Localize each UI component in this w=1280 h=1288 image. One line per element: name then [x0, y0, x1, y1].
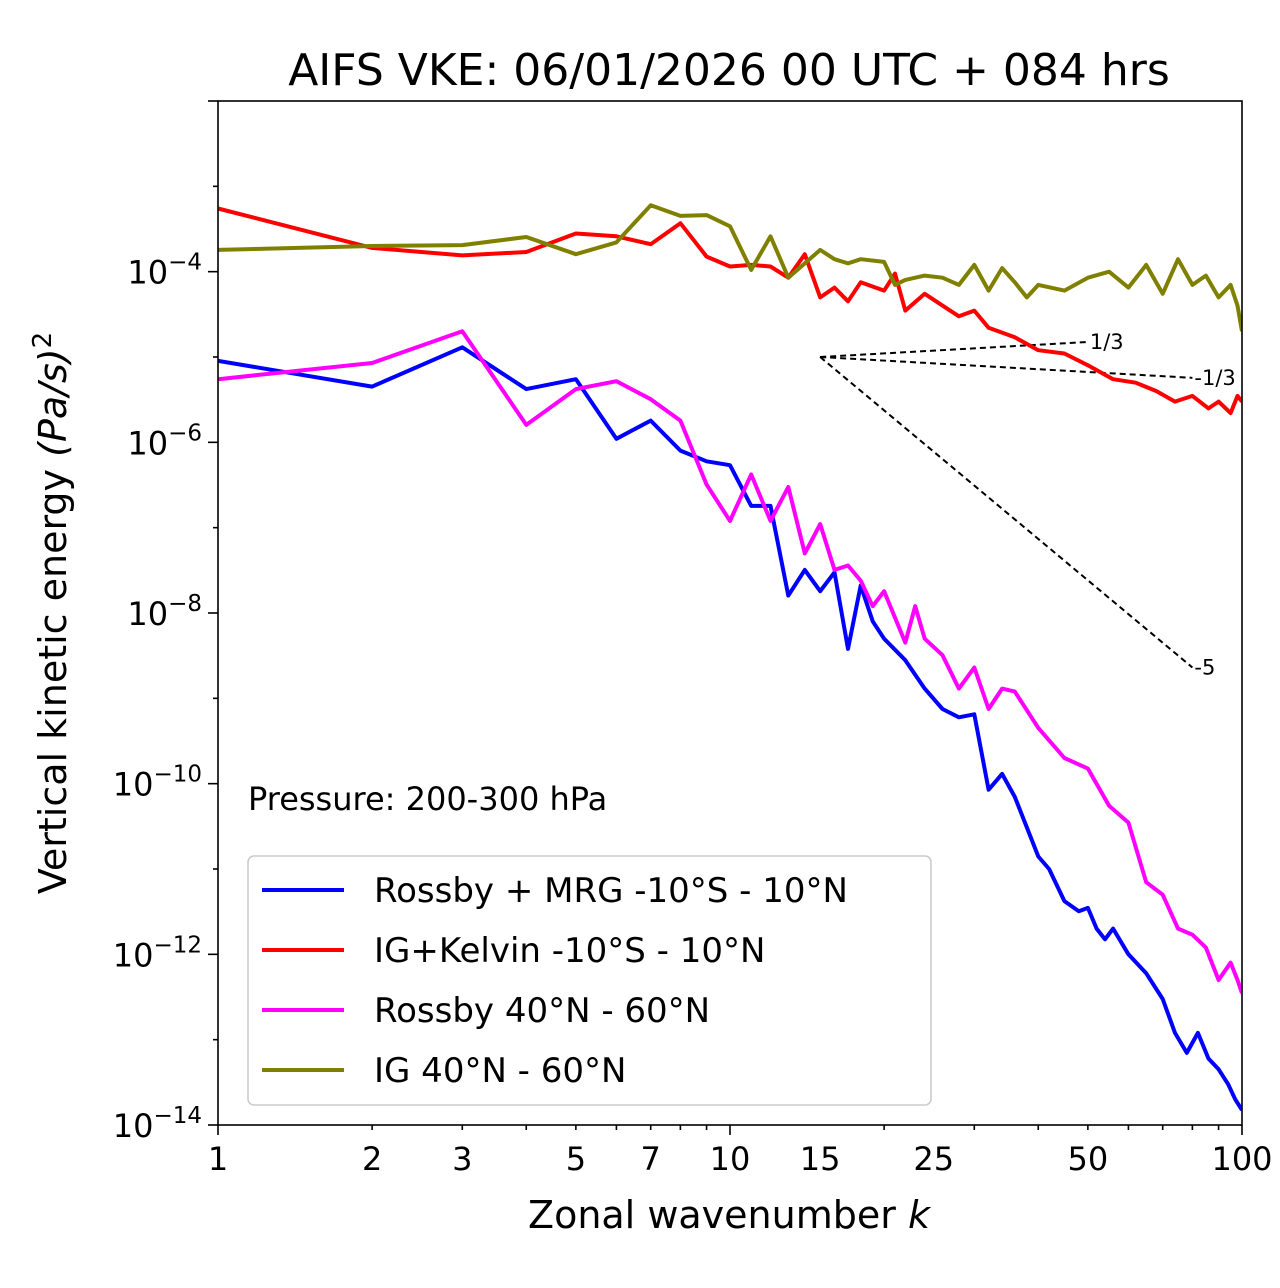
- series-line-1: [218, 206, 1242, 416]
- x-axis-label: Zonal wavenumber k: [528, 1193, 932, 1237]
- x-tick-label: 100: [1211, 1140, 1272, 1178]
- y-tick-label: 10−10: [113, 762, 202, 804]
- legend-label-3: IG 40°N - 60°N: [374, 1051, 626, 1091]
- y-tick-label: 10−4: [127, 250, 202, 292]
- legend-label-0: Rossby + MRG -10°S - 10°N: [374, 871, 848, 911]
- x-tick-label: 10: [710, 1140, 751, 1178]
- slope-line-2: [819, 356, 1194, 669]
- series-line-0: [218, 345, 1242, 1112]
- x-tick-label: 5: [566, 1140, 586, 1178]
- x-tick-label: 1: [208, 1140, 228, 1178]
- x-tick-label: 25: [913, 1140, 954, 1178]
- series-group: [218, 203, 1242, 1112]
- legend: Rossby + MRG -10°S - 10°N IG+Kelvin -10°S…: [247, 855, 932, 1106]
- slope-label-0: 1/3: [1090, 330, 1124, 354]
- slope-label-2: -5: [1194, 655, 1215, 679]
- y-tick-label: 10−6: [127, 420, 202, 462]
- legend-box: [247, 855, 932, 1106]
- x-axis: 1 2 3 5 7 10 15 25 50 100: [208, 1125, 1273, 1178]
- x-tick-label: 3: [452, 1140, 472, 1178]
- chart-title: AIFS VKE: 06/01/2026 00 UTC + 084 hrs: [288, 45, 1170, 96]
- slope-line-0: [820, 340, 1088, 358]
- slope-label-1: -1/3: [1194, 366, 1235, 390]
- legend-label-1: IG+Kelvin -10°S - 10°N: [374, 931, 765, 971]
- y-tick-label: 10−12: [113, 932, 202, 974]
- y-axis-label: Vertical kinetic energy (Pa/s)2: [28, 332, 75, 894]
- pressure-annotation: Pressure: 200-300 hPa: [248, 780, 607, 818]
- x-tick-label: 50: [1068, 1140, 1109, 1178]
- reference-slopes: [819, 340, 1194, 669]
- legend-label-2: Rossby 40°N - 60°N: [374, 991, 710, 1031]
- series-line-3: [218, 203, 1242, 332]
- x-tick-label: 15: [800, 1140, 841, 1178]
- x-tick-label: 7: [641, 1140, 661, 1178]
- y-tick-label: 10−8: [127, 591, 202, 633]
- slope-line-1: [820, 356, 1193, 379]
- slope-labels: 1/3 -1/3 -5: [1090, 330, 1236, 679]
- x-tick-label: 2: [362, 1140, 382, 1178]
- y-tick-label: 10−14: [113, 1103, 202, 1145]
- series-line-2: [218, 329, 1242, 994]
- y-axis: 10−4 10−6 10−8 10−10 10−12 10−14: [113, 100, 218, 1145]
